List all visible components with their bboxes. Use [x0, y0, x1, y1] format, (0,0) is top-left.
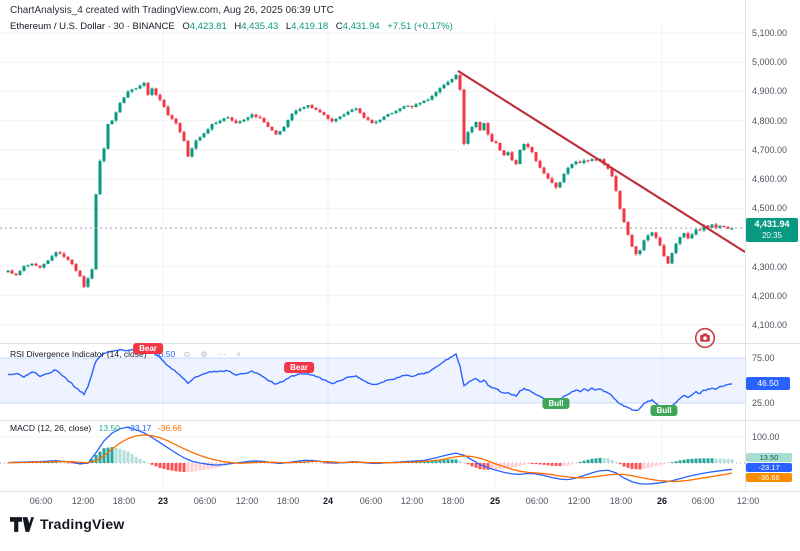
time-axis-label: 06:00: [29, 496, 53, 506]
time-axis-label: 12:00: [567, 496, 591, 506]
price-axis-label: 4,900.00: [752, 86, 788, 97]
macd-legend-title: MACD (12, 26, close): [10, 423, 92, 433]
current-price-value: 4,431.94: [754, 219, 790, 229]
time-axis-label: 24: [322, 496, 334, 506]
bear-signal-badge: Bear: [133, 343, 163, 354]
price-axis-label: 5,000.00: [752, 57, 788, 68]
current-price-badge: 4,431.94 20:35: [746, 218, 798, 242]
macd-axis-label: 100.00: [752, 432, 780, 442]
time-axis-label: 18:00: [609, 496, 633, 506]
camera-icon[interactable]: [694, 327, 716, 349]
macd-signal-badge: -36.66: [746, 473, 792, 482]
time-axis-label: 06:00: [525, 496, 549, 506]
open-label: O: [182, 21, 190, 32]
time-axis-label: 06:00: [193, 496, 217, 506]
tradingview-logo[interactable]: TradingView: [10, 514, 124, 534]
macd-hist-badge: 13.50: [746, 453, 792, 462]
rsi-legend-title: RSI Divergence Indicator (14, close): [10, 349, 147, 359]
rsi-upper-band-label: 75.00: [752, 353, 775, 363]
rsi-legend[interactable]: RSI Divergence Indicator (14, close) 46.…: [10, 349, 245, 359]
time-axis-label: 18:00: [441, 496, 465, 506]
chart-title: ChartAnalysis_4 created with TradingView…: [10, 5, 334, 16]
macd-line-badge: -23.17: [746, 463, 792, 472]
price-axis-label: 4,500.00: [752, 203, 788, 214]
tradingview-wordmark: TradingView: [40, 516, 125, 532]
low-label: L: [285, 21, 292, 32]
price-axis-label: 5,100.00: [752, 28, 788, 38]
time-axis-label: 06:00: [691, 496, 715, 506]
time-axis-label: 12:00: [71, 496, 95, 506]
price-axis-label: 4,600.00: [752, 174, 788, 184]
bear-signal-badge: Bear: [284, 362, 314, 373]
change-value: +7.51 (+0.17%): [387, 21, 453, 32]
indicator-action-icons[interactable]: ⊙ ⚙ ⋯ ×: [183, 350, 245, 359]
time-axis-label: 18:00: [112, 496, 136, 506]
bar-countdown: 20:35: [761, 231, 783, 240]
tradingview-logo-mark: [10, 517, 34, 532]
time-axis-label: 06:00: [359, 496, 383, 506]
bull-signal-badge: Bull: [542, 398, 570, 409]
price-axis-label: 4,300.00: [752, 261, 788, 272]
rsi-value-badge: 46.50: [746, 377, 790, 390]
time-axis-label: 18:00: [276, 496, 300, 506]
time-axis-label: 12:00: [235, 496, 259, 506]
bull-signal-badge: Bull: [650, 405, 678, 416]
high-label: H: [234, 21, 242, 32]
close-label: C: [335, 21, 343, 32]
rsi-lower-band-label: 25.00: [752, 398, 775, 408]
rsi-legend-value: 46.50: [153, 349, 176, 359]
price-axis-label: 4,800.00: [752, 115, 788, 126]
high-value: 4,435.43: [241, 21, 279, 32]
price-axis-label: 4,200.00: [752, 290, 788, 301]
time-axis-label: 23: [157, 496, 169, 506]
open-value: 4,423.81: [189, 21, 227, 32]
symbol-legend[interactable]: Ethereum / U.S. Dollar · 30 · BINANCE O4…: [10, 21, 453, 32]
macd-line-value: -23.17: [127, 423, 152, 433]
symbol-name[interactable]: Ethereum / U.S. Dollar · 30 · BINANCE: [10, 21, 175, 32]
macd-signal-value: -36.66: [157, 423, 182, 433]
time-axis-label: 12:00: [736, 496, 760, 506]
price-axis-label: 4,100.00: [752, 320, 788, 330]
close-value: 4,431.94: [342, 21, 380, 32]
time-axis-label: 12:00: [400, 496, 424, 506]
macd-legend[interactable]: MACD (12, 26, close) 13.50 -23.17 -36.66: [10, 423, 182, 433]
price-axis-label: 4,700.00: [752, 144, 788, 155]
time-axis-label: 26: [656, 496, 668, 506]
time-axis-label: 25: [489, 496, 501, 506]
macd-hist-value: 13.50: [98, 423, 120, 433]
low-value: 4,419.18: [291, 21, 329, 32]
